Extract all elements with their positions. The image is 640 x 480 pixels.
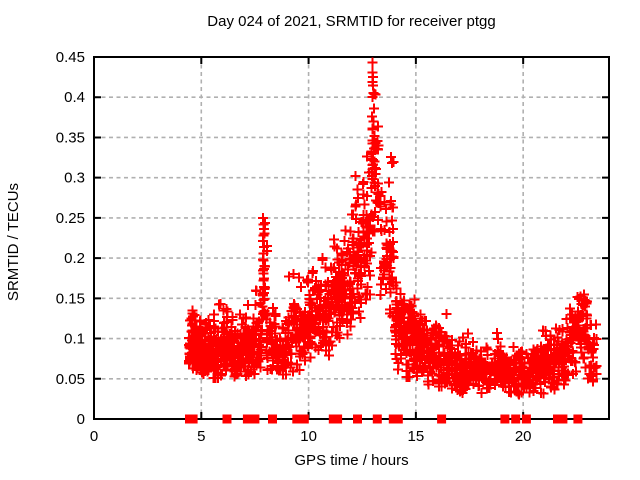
zero-markers — [185, 414, 583, 424]
y-tick-label: 0.45 — [56, 49, 85, 66]
y-tick-label: 0.3 — [64, 170, 85, 187]
x-tick-label: 0 — [90, 428, 98, 445]
x-tick-label: 20 — [515, 428, 532, 445]
y-tick-label: 0.15 — [56, 290, 85, 307]
y-tick-label: 0.1 — [64, 331, 85, 348]
y-tick-label: 0.2 — [64, 250, 85, 267]
y-tick-label: 0 — [77, 411, 85, 428]
y-tick-label: 0.35 — [56, 129, 85, 146]
x-tick-label: 15 — [408, 428, 425, 445]
y-tick-label: 0.05 — [56, 371, 85, 388]
chart-title: Day 024 of 2021, SRMTID for receiver ptg… — [207, 13, 496, 30]
y-tick-label: 0.4 — [64, 89, 85, 106]
y-tick-label: 0.25 — [56, 210, 85, 227]
x-axis-label: GPS time / hours — [294, 452, 409, 469]
plot-border — [93, 56, 610, 420]
scatter-points — [184, 57, 602, 400]
x-tick-label: 5 — [197, 428, 205, 445]
x-tick-label: 10 — [300, 428, 317, 445]
y-axis-label: SRMTID / TECUs — [5, 182, 22, 302]
